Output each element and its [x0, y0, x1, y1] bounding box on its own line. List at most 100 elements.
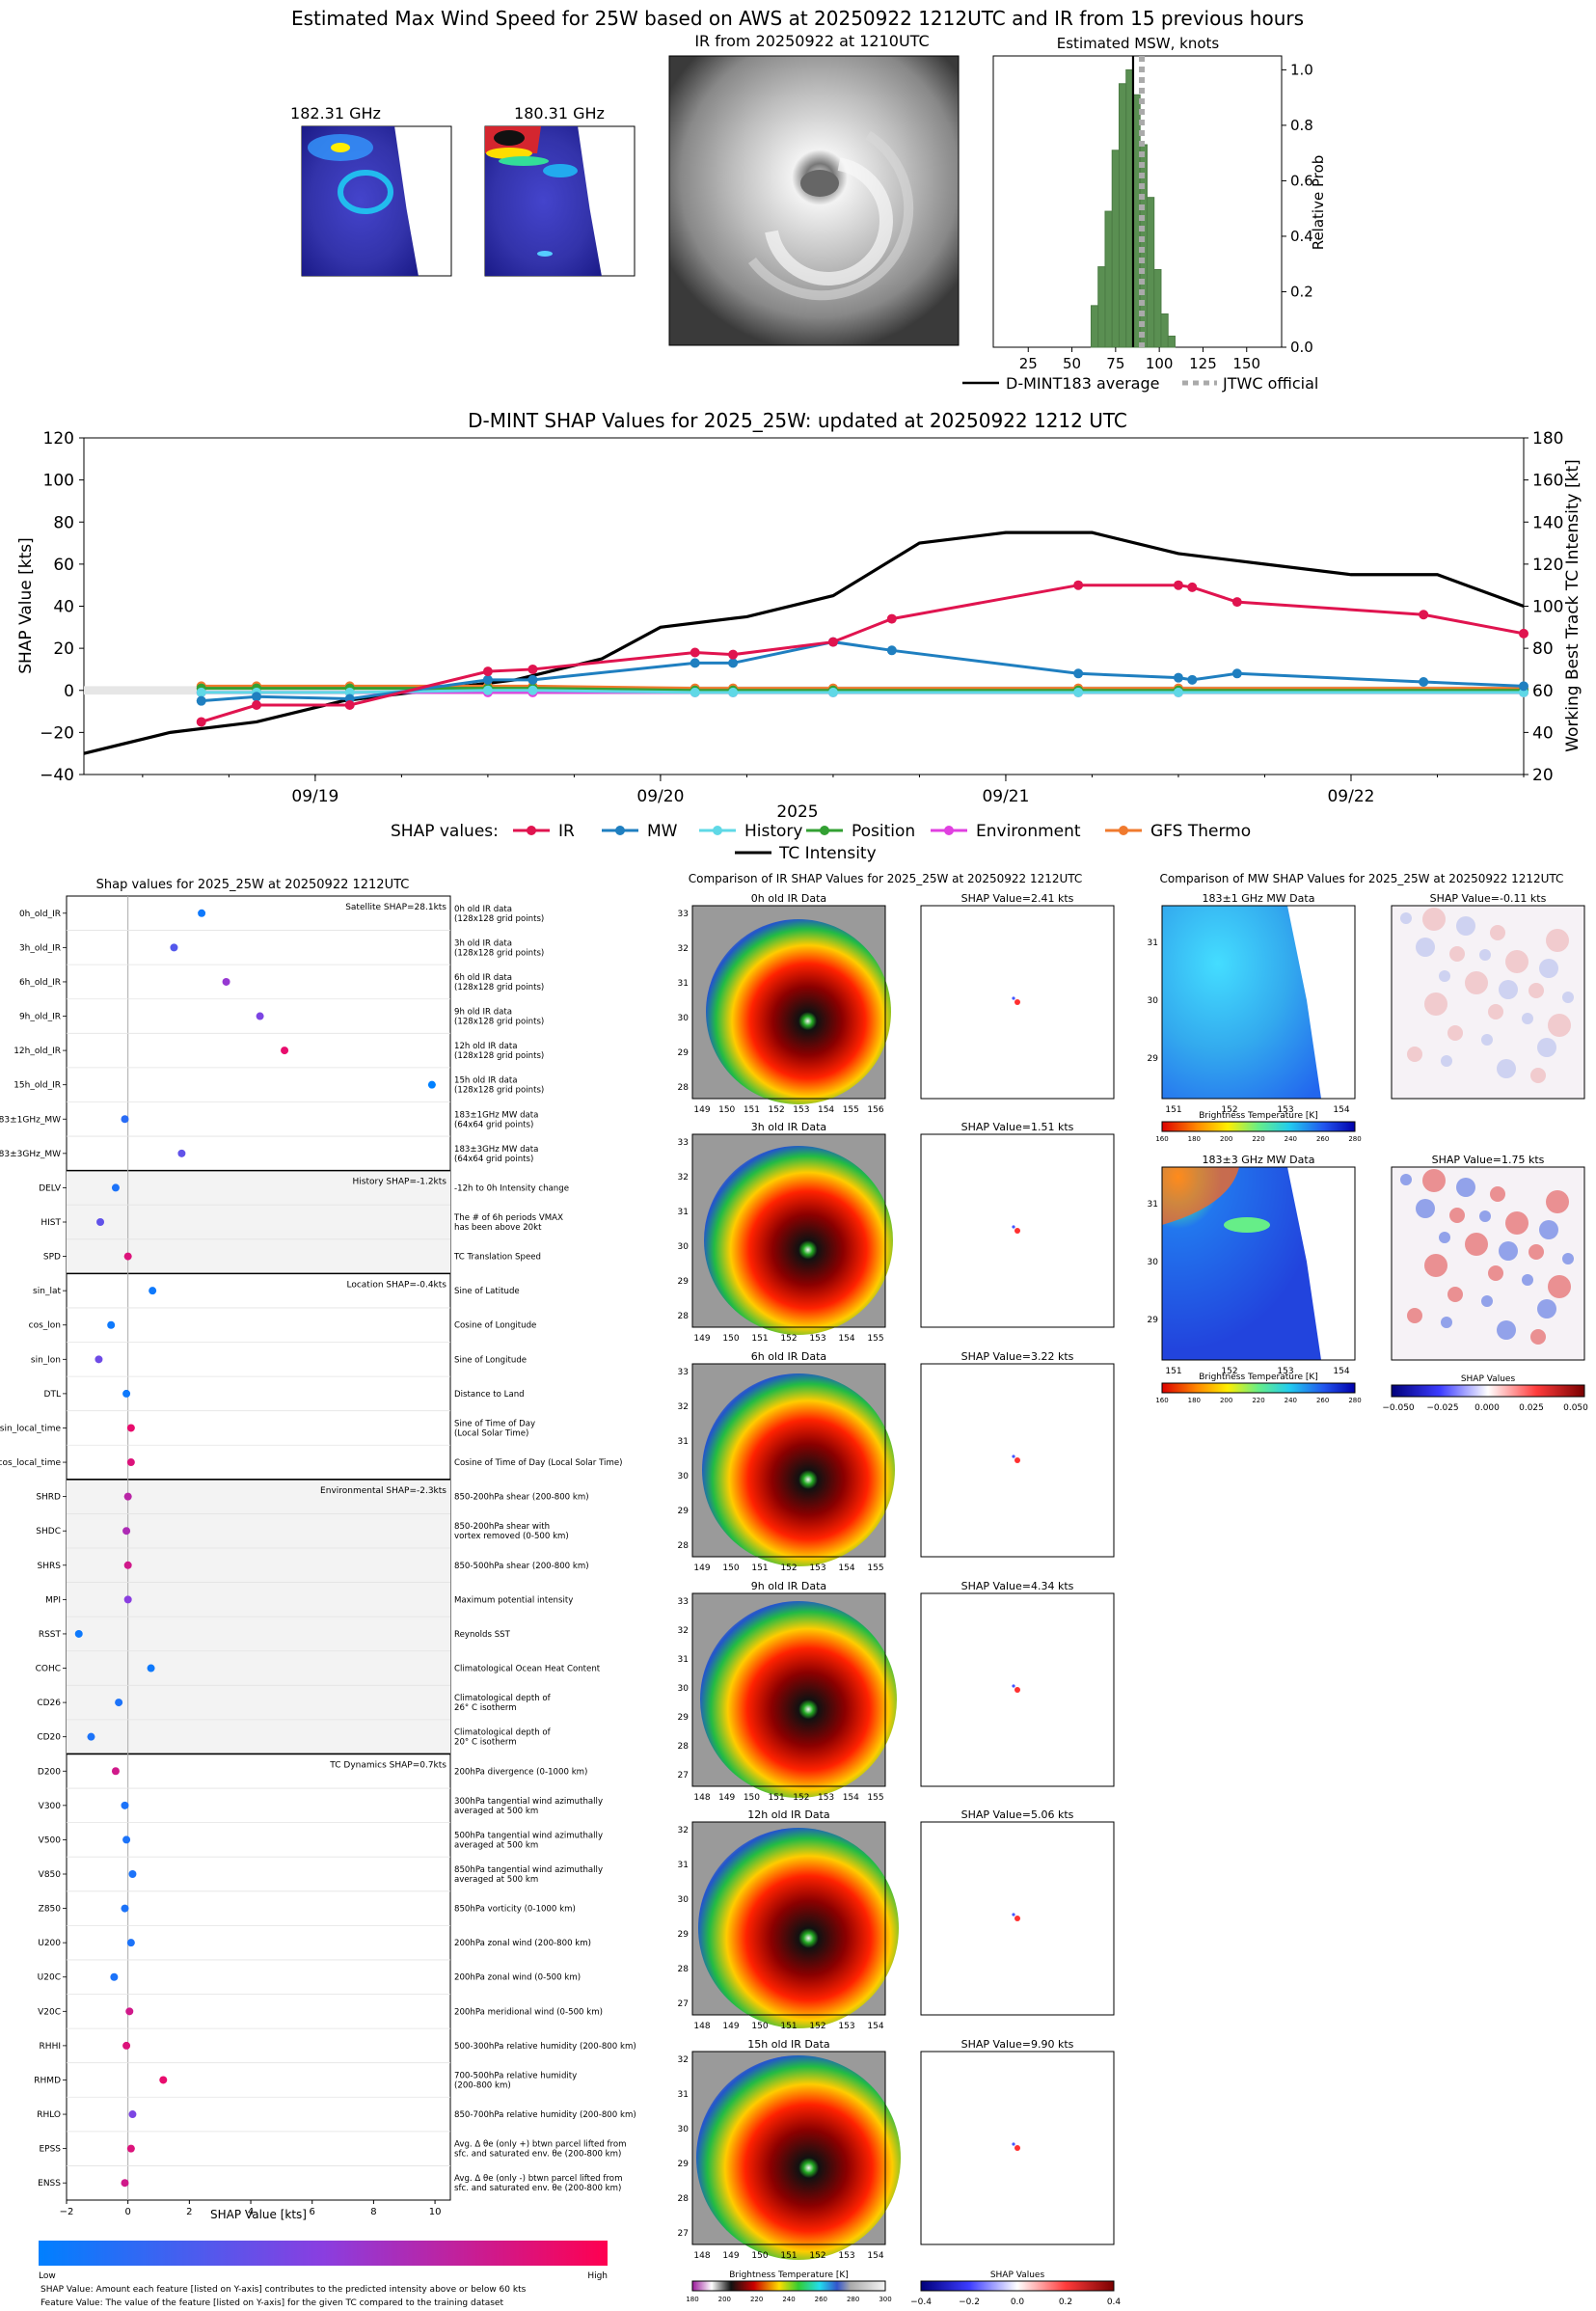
shap-xtick-label: 09/20 [636, 787, 684, 806]
ir-panel-xtick: 153 [809, 1563, 825, 1573]
shap-rtick-label: 20 [1532, 766, 1554, 785]
ir-panel-ytick: 31 [678, 1437, 689, 1447]
ir-panel-ytick: 30 [678, 1895, 690, 1905]
feature-shap-point [281, 1047, 289, 1055]
series-mw-point [196, 695, 206, 706]
mw-panel-title: 183±1 GHz MW Data [1203, 892, 1315, 905]
mw-bt-tick: 260 [1316, 1135, 1329, 1143]
ir-panel-xtick: 154 [818, 1105, 834, 1115]
feature-name-label: MPI [45, 1595, 61, 1605]
mw-bt-tick: 220 [1252, 1397, 1264, 1404]
feature-desc-label: Reynolds SST [454, 1630, 511, 1640]
mw-shap-blob [1416, 1199, 1435, 1218]
mw-shap-blob [1546, 929, 1569, 952]
features-xlabel: SHAP Value [kts] [210, 2208, 307, 2221]
mw-bt-tick: 260 [1316, 1397, 1329, 1404]
ir-shap-title: SHAP Value=9.90 kts [961, 2038, 1074, 2051]
shap-ytick-label: 20 [53, 639, 74, 659]
feature-desc-line: Climatological Ocean Heat Content [454, 1665, 601, 1674]
feature-name-label: V20C [38, 2007, 61, 2017]
ir-panel-frame [691, 1592, 886, 1787]
feature-name-label: SHRS [38, 1562, 62, 1571]
ir-panel-xtick: 153 [838, 2022, 854, 2031]
mw-shap-blob [1490, 925, 1505, 940]
feature-desc-label: 200hPa divergence (0-1000 km) [454, 1767, 587, 1777]
hist-bar-0 [1090, 305, 1099, 348]
ir-panel-xtick: 154 [838, 1563, 854, 1573]
ir-shap-coldspot [1012, 996, 1015, 1000]
ir-spiral-band [765, 157, 893, 285]
feature-desc-line: 200hPa zonal wind (200-800 km) [454, 1939, 591, 1948]
legend-gfs-thermo-marker [1119, 826, 1128, 835]
hist-ytick-label: 1.0 [1290, 61, 1313, 78]
ir-panel-xtick: 150 [718, 1105, 735, 1115]
ir-panel-xtick: 154 [867, 2022, 883, 2031]
ir-panel-ytick: 32 [678, 1402, 689, 1412]
mw-180-yellow [486, 148, 532, 159]
feature-desc-label: Climatological depth of 26° C isotherm [454, 1694, 552, 1713]
ir-panel-ytick: 32 [678, 1173, 689, 1183]
feature-desc-line: (200-800 km) [454, 2080, 511, 2090]
mw-bt-tick: 240 [1285, 1135, 1297, 1143]
feature-name-label: EPSS [39, 2145, 61, 2155]
ir-panel-xtick: 151 [780, 2022, 797, 2031]
feature-name-label: 3h_old_IR [19, 943, 61, 953]
main-title: Estimated Max Wind Speed for 25W based o… [291, 7, 1304, 30]
ir-shap-coldspot [1012, 1455, 1015, 1458]
feature-desc-label: 200hPa zonal wind (0-500 km) [454, 1973, 581, 1983]
mw-shap-blob [1530, 1329, 1546, 1345]
mw-shap-tick: 0.000 [1474, 1403, 1500, 1413]
feature-desc-line: 20° C isotherm [454, 1738, 517, 1748]
ir-panel-xtick: 151 [751, 1334, 768, 1344]
legend-history-marker [713, 826, 722, 835]
ir-outer-band [747, 130, 914, 301]
ir-panel-xtick: 149 [722, 2022, 739, 2031]
ir-panel-ytick: 29 [678, 1930, 690, 1940]
feature-desc-label: 183±1GHz MW data (64x64 grid points) [454, 1110, 538, 1129]
feature-name-label: SHDC [36, 1527, 61, 1536]
feature-shap-point [126, 1458, 135, 1467]
mw-compare-title: Comparison of MW SHAP Values for 2025_25… [1160, 872, 1564, 885]
feature-name-label: RHHI [40, 2042, 61, 2052]
feature-desc-line: sfc. and saturated env. θe (200-800 km) [454, 2150, 621, 2160]
ir-panel-xtick: 153 [818, 1793, 834, 1803]
series-mw-point [1073, 668, 1084, 679]
series-history-point [196, 687, 206, 697]
ir-panel-ytick: 27 [678, 1999, 689, 2009]
feature-desc-label: Avg. Δ θe (only -) btwn parcel lifted fr… [454, 2174, 622, 2193]
feature-desc-line: 200hPa zonal wind (0-500 km) [454, 1973, 581, 1983]
ir-shap-hotspot [1014, 1228, 1020, 1234]
series-mw-point [1173, 672, 1183, 683]
feature-name-label: CD26 [37, 1699, 61, 1708]
ir-panel-xtick: 149 [693, 1334, 710, 1344]
feature-group-label: Environmental SHAP=-2.3kts [320, 1486, 446, 1496]
legend-gfs-thermo-label: GFS Thermo [1150, 822, 1251, 841]
legend-environment-label: Environment [976, 822, 1081, 841]
feature-xtick-label: 6 [310, 2207, 315, 2217]
feature-shap-point [123, 1595, 132, 1604]
feature-xtick-label: −2 [60, 2207, 74, 2217]
shap-ytick-label: 100 [43, 472, 74, 491]
ir-panel-image [702, 1373, 895, 1566]
mw-shap-blob [1449, 1208, 1465, 1223]
hist-title: Estimated MSW, knots [1057, 35, 1220, 52]
feature-desc-line: averaged at 500 km [454, 1807, 538, 1816]
mw-shap-blob [1528, 983, 1544, 998]
feature-desc-line: 850hPa vorticity (0-1000 km) [454, 1905, 576, 1915]
mw-shap-blob [1456, 916, 1475, 936]
mw-shap-blob [1490, 1186, 1505, 1202]
feature-desc-line: 850-200hPa shear with [454, 1522, 550, 1532]
feature-desc-line: Climatological depth of [454, 1728, 552, 1738]
mw-182-warm [331, 143, 350, 152]
ir-panel-xtick: 152 [793, 1793, 809, 1803]
mw-shap-blob [1522, 1274, 1533, 1286]
feature-shap-point [256, 1012, 264, 1020]
feature-desc-line: (64x64 grid points) [454, 1120, 533, 1129]
mw-shap-blob [1424, 1254, 1447, 1277]
feature-desc-line: 3h old IR data [454, 938, 512, 948]
feature-desc-label: Maximum potential intensity [454, 1595, 573, 1605]
feature-desc-label: 183±3GHz MW data (64x64 grid points) [454, 1145, 538, 1164]
ir-panel-ytick: 33 [678, 910, 689, 919]
feature-name-label: cos_lon [29, 1321, 61, 1331]
